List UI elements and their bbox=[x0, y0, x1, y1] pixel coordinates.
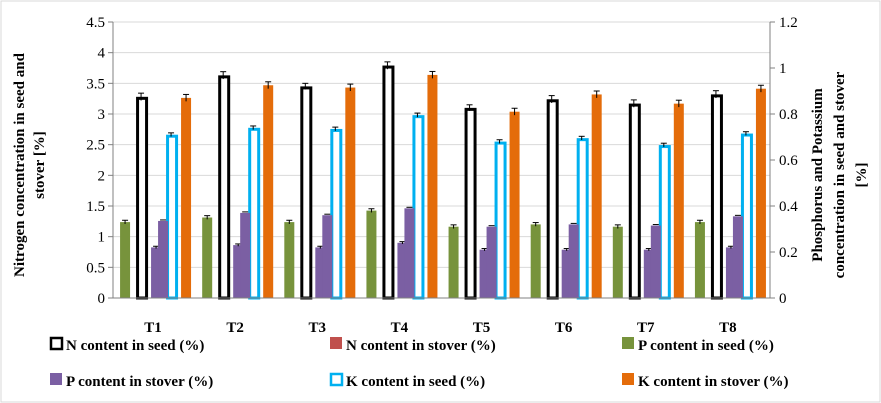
legend-swatch bbox=[329, 372, 344, 387]
right-tick-label: 0 bbox=[779, 291, 787, 307]
legend-label: P content in stover (%) bbox=[66, 374, 213, 390]
category-labels: T1 T2 T3 T4 T5 T6 T7 T8 bbox=[144, 320, 736, 336]
bar bbox=[233, 245, 244, 298]
bar bbox=[561, 249, 572, 298]
legend-swatch bbox=[330, 337, 342, 349]
bar bbox=[412, 115, 425, 300]
bar bbox=[300, 86, 313, 300]
legend-label: P content in seed (%) bbox=[638, 338, 774, 354]
bar bbox=[448, 226, 459, 298]
bar bbox=[628, 103, 641, 300]
left-tick-label: 3 bbox=[98, 107, 106, 123]
left-y-axis-label-line: stover [%] bbox=[32, 131, 48, 199]
left-tick-label: 3.5 bbox=[86, 76, 105, 92]
right-y-axis-label-line: concentration in seed and stover bbox=[832, 71, 848, 278]
category-label: T2 bbox=[226, 320, 244, 336]
left-y-axis-label-line: Nitrogen concentration in seed and bbox=[12, 52, 28, 277]
bar bbox=[166, 134, 179, 300]
bar bbox=[494, 141, 507, 300]
bar bbox=[486, 226, 497, 298]
bar bbox=[120, 222, 131, 298]
right-y-axis-label-line: Phosphorus and Potassium bbox=[810, 88, 826, 262]
bar bbox=[612, 226, 623, 298]
bar bbox=[710, 94, 723, 300]
left-tick-label: 1 bbox=[98, 230, 106, 246]
category-label: T3 bbox=[309, 320, 327, 336]
bar bbox=[397, 242, 408, 298]
right-tick-label: 0.4 bbox=[779, 199, 798, 215]
bar bbox=[643, 249, 654, 298]
bar bbox=[740, 133, 753, 300]
bar bbox=[345, 87, 356, 298]
bar bbox=[151, 247, 162, 298]
bar bbox=[322, 215, 333, 298]
left-tick-label: 2.5 bbox=[86, 138, 105, 154]
bar bbox=[181, 97, 192, 299]
bar bbox=[366, 210, 377, 298]
legend-swatch bbox=[622, 337, 634, 349]
bar bbox=[755, 88, 766, 298]
bar bbox=[576, 138, 589, 300]
bar bbox=[650, 225, 661, 298]
legend-swatch bbox=[50, 373, 62, 385]
left-tick-label: 2 bbox=[98, 168, 106, 184]
bar bbox=[263, 85, 274, 298]
bar bbox=[658, 145, 671, 300]
bar bbox=[202, 217, 213, 298]
left-y-ticks: 0 0.5 1 1.5 2 2.5 3 3.5 4 4.5 bbox=[86, 15, 113, 307]
bar bbox=[248, 127, 261, 300]
category-label: T8 bbox=[719, 320, 737, 336]
bar bbox=[382, 65, 395, 300]
bar bbox=[240, 212, 251, 298]
left-tick-label: 1.5 bbox=[86, 199, 105, 215]
right-tick-label: 0.2 bbox=[779, 245, 798, 261]
bar bbox=[530, 224, 541, 298]
left-tick-label: 0.5 bbox=[86, 260, 105, 276]
bar bbox=[427, 74, 438, 299]
bar bbox=[404, 208, 415, 298]
category-label: T5 bbox=[473, 320, 491, 336]
legend-swatch bbox=[49, 336, 64, 351]
category-label: T4 bbox=[391, 320, 409, 336]
right-tick-label: 0.8 bbox=[779, 107, 798, 123]
bar bbox=[725, 247, 736, 298]
bar bbox=[158, 220, 169, 298]
legend-label: N content in stover (%) bbox=[346, 338, 496, 354]
bar bbox=[218, 75, 231, 300]
bar bbox=[315, 247, 326, 298]
left-tick-label: 0 bbox=[98, 291, 106, 307]
left-tick-label: 4 bbox=[98, 46, 106, 62]
right-y-axis-label: Phosphorus and Potassium concentration in… bbox=[810, 71, 870, 278]
right-tick-label: 1 bbox=[779, 61, 787, 77]
right-tick-label: 1.2 bbox=[779, 15, 798, 31]
bar bbox=[591, 94, 602, 298]
category-label: T6 bbox=[555, 320, 573, 336]
left-y-axis-label: Nitrogen concentration in seed and stover… bbox=[12, 52, 48, 277]
right-tick-label: 0.6 bbox=[779, 153, 798, 169]
bar bbox=[509, 111, 520, 298]
legend-swatch bbox=[622, 373, 634, 385]
legend: N content in seed (%) N content in stover… bbox=[49, 336, 789, 390]
category-label: T7 bbox=[637, 320, 655, 336]
bar bbox=[284, 222, 295, 298]
bar bbox=[673, 103, 684, 299]
bar bbox=[136, 96, 149, 300]
bar bbox=[732, 216, 743, 298]
category-label: T1 bbox=[144, 320, 162, 336]
bar bbox=[330, 128, 343, 300]
bar bbox=[479, 249, 490, 298]
bar bbox=[694, 222, 705, 298]
legend-label: N content in seed (%) bbox=[66, 338, 204, 354]
right-y-ticks: 0 0.2 0.4 0.6 0.8 1 1.2 bbox=[770, 15, 798, 307]
bar bbox=[464, 107, 477, 300]
bar bbox=[546, 99, 559, 300]
legend-label: K content in stover (%) bbox=[638, 374, 789, 390]
bars-group bbox=[120, 61, 766, 300]
left-tick-label: 4.5 bbox=[86, 15, 105, 31]
right-y-axis-label-line: [%] bbox=[854, 163, 870, 188]
bar bbox=[568, 224, 579, 298]
legend-label: K content in seed (%) bbox=[346, 374, 485, 390]
